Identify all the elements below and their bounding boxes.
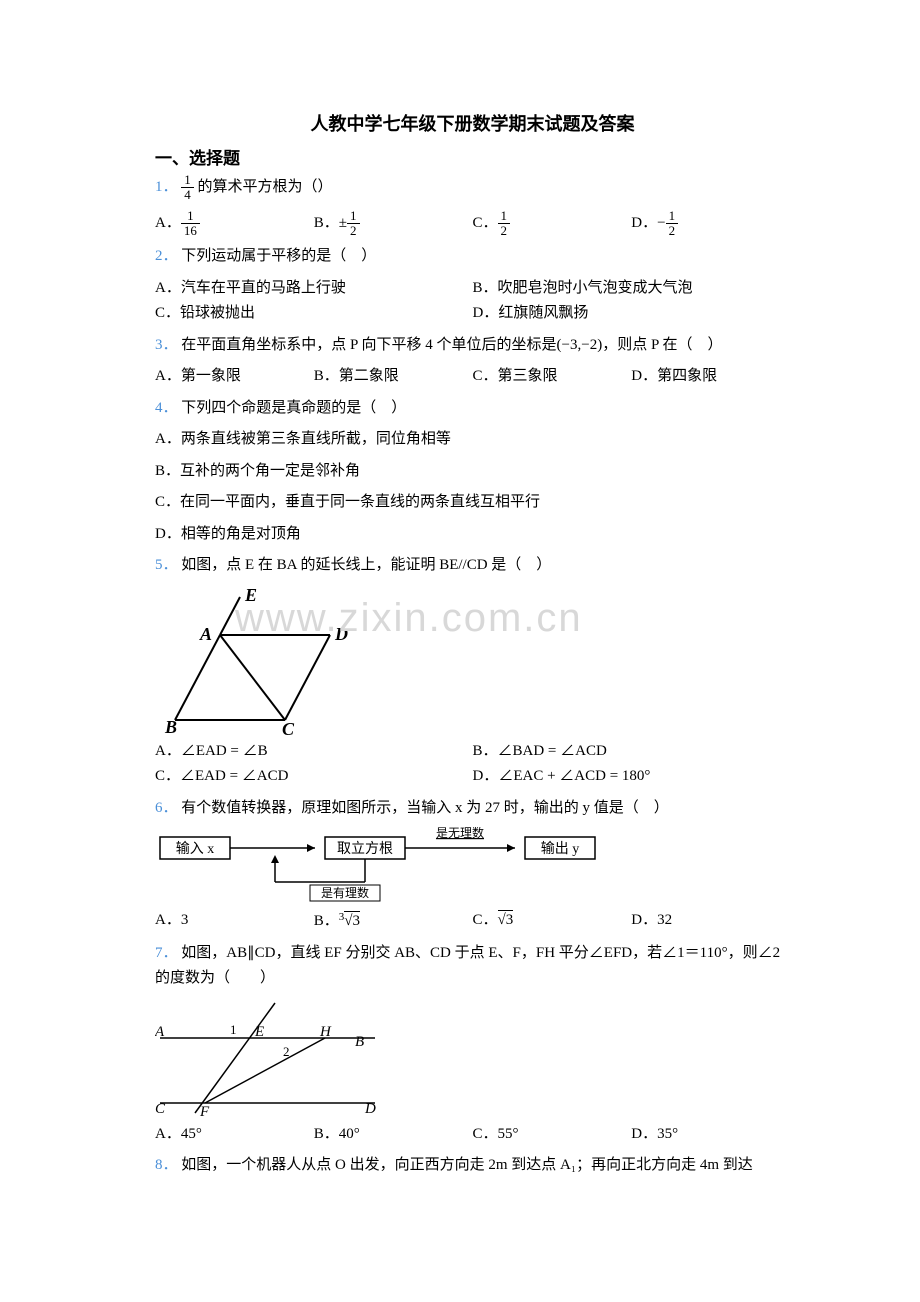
q1-D: D．−12: [631, 209, 790, 239]
q6-A: A．3: [155, 908, 314, 935]
q5-C: C．∠EAD = ∠ACD: [155, 764, 473, 790]
q2-C: C．铅球被抛出: [155, 301, 473, 327]
q5-A: A．∠EAD = ∠B: [155, 739, 473, 765]
q6-num: 6．: [155, 800, 178, 816]
q5-stem: 如图，点 E 在 BA 的延长线上，能证明 BE//CD 是（ ）: [181, 557, 551, 573]
q5-options: A．∠EAD = ∠B B．∠BAD = ∠ACD C．∠EAD = ∠ACD …: [155, 739, 790, 790]
svg-text:E: E: [254, 1024, 264, 1040]
q1-num: 1．: [155, 179, 178, 195]
q4-num: 4．: [155, 400, 178, 416]
q5-D: D．∠EAC + ∠ACD = 180°: [473, 764, 791, 790]
svg-text:输入 x: 输入 x: [176, 841, 215, 857]
svg-text:H: H: [319, 1024, 332, 1040]
q6-stem: 有个数值转换器，原理如图所示，当输入 x 为 27 时，输出的 y 值是（ ）: [181, 800, 669, 816]
q1-C: C．12: [473, 209, 632, 239]
q4-C: C．在同一平面内，垂直于同一条直线的两条直线互相平行: [155, 490, 790, 516]
q6-figure: 输入 x 取立方根 输出 y 是无理数 是有理数: [155, 827, 625, 902]
q5-num: 5．: [155, 557, 178, 573]
q2-D: D．红旗随风飘扬: [473, 301, 791, 327]
q3-num: 3．: [155, 337, 178, 353]
svg-text:是有理数: 是有理数: [321, 885, 369, 900]
svg-text:A: A: [199, 624, 212, 644]
q3-A: A．第一象限: [155, 364, 314, 390]
q2-stem: 下列运动属于平移的是（ ）: [181, 248, 376, 264]
q5: 5． 如图，点 E 在 BA 的延长线上，能证明 BE//CD 是（ ）: [155, 553, 790, 579]
q8-num: 8．: [155, 1157, 178, 1173]
q4: 4． 下列四个命题是真命题的是（ ）: [155, 396, 790, 422]
q7-D: D．35°: [631, 1122, 790, 1148]
q6-options: A．3 B．3√3 C．√3 D．32: [155, 908, 790, 935]
q3-B: B．第二象限: [314, 364, 473, 390]
svg-text:B: B: [355, 1034, 364, 1050]
q1-frac: 14: [181, 173, 194, 203]
svg-text:取立方根: 取立方根: [337, 841, 393, 857]
q8: 8． 如图，一个机器人从点 O 出发，向正西方向走 2m 到达点 A₁；再向正北…: [155, 1153, 790, 1179]
q3-D: D．第四象限: [631, 364, 790, 390]
q7-A: A．45°: [155, 1122, 314, 1148]
q7-B: B．40°: [314, 1122, 473, 1148]
q4-stem: 下列四个命题是真命题的是（ ）: [181, 400, 406, 416]
q7-stem: 如图，AB∥CD，直线 EF 分别交 AB、CD 于点 E、F，FH 平分∠EF…: [155, 945, 780, 987]
q7-options: A．45° B．40° C．55° D．35°: [155, 1122, 790, 1148]
q6-B: B．3√3: [314, 908, 473, 935]
svg-text:D: D: [364, 1101, 376, 1117]
q1: 1． 14 的算术平方根为（）: [155, 173, 790, 203]
q7: 7． 如图，AB∥CD，直线 EF 分别交 AB、CD 于点 E、F，FH 平分…: [155, 941, 790, 992]
svg-text:F: F: [199, 1104, 210, 1118]
q4-D: D．相等的角是对顶角: [155, 522, 790, 548]
q7-num: 7．: [155, 945, 178, 961]
q2-B: B．吹肥皂泡时小气泡变成大气泡: [473, 276, 791, 302]
q6-D: D．32: [631, 908, 790, 935]
svg-text:输出 y: 输出 y: [541, 841, 580, 857]
q2-num: 2．: [155, 248, 178, 264]
q3-stem: 在平面直角坐标系中，点 P 向下平移 4 个单位后的坐标是(−3,−2)，则点 …: [181, 337, 722, 353]
q5-B: B．∠BAD = ∠ACD: [473, 739, 791, 765]
q3-options: A．第一象限 B．第二象限 C．第三象限 D．第四象限: [155, 364, 790, 390]
q7-C: C．55°: [473, 1122, 632, 1148]
q2-A: A．汽车在平直的马路上行驶: [155, 276, 473, 302]
svg-text:2: 2: [283, 1044, 290, 1059]
q1-B: B．±12: [314, 209, 473, 239]
q3: 3． 在平面直角坐标系中，点 P 向下平移 4 个单位后的坐标是(−3,−2)，…: [155, 333, 790, 359]
q2: 2． 下列运动属于平移的是（ ）: [155, 244, 790, 270]
q7-figure: A B C D E F H 1 2: [155, 998, 395, 1118]
q3-C: C．第三象限: [473, 364, 632, 390]
svg-text:C: C: [282, 719, 295, 735]
q4-B: B．互补的两个角一定是邻补角: [155, 459, 790, 485]
svg-text:E: E: [244, 585, 257, 605]
q5-figure: E A D B C: [155, 585, 355, 735]
svg-text:1: 1: [230, 1022, 237, 1037]
svg-text:C: C: [155, 1101, 166, 1117]
q4-A: A．两条直线被第三条直线所截，同位角相等: [155, 427, 790, 453]
q2-options: A．汽车在平直的马路上行驶 B．吹肥皂泡时小气泡变成大气泡 C．铅球被抛出 D．…: [155, 276, 790, 327]
q8-stem: 如图，一个机器人从点 O 出发，向正西方向走 2m 到达点 A₁；再向正北方向走…: [181, 1157, 752, 1173]
q6-C: C．√3: [473, 908, 632, 935]
section-header: 一、选择题: [155, 144, 790, 169]
svg-text:是无理数: 是无理数: [436, 827, 484, 840]
svg-text:D: D: [334, 624, 348, 644]
q1-A: A．116: [155, 209, 314, 239]
q1-options: A．116 B．±12 C．12 D．−12: [155, 209, 790, 239]
svg-text:A: A: [155, 1024, 165, 1040]
svg-text:B: B: [164, 717, 177, 735]
q1-stem: 的算术平方根为（）: [198, 179, 333, 195]
q6: 6． 有个数值转换器，原理如图所示，当输入 x 为 27 时，输出的 y 值是（…: [155, 796, 790, 822]
page-title: 人教中学七年级下册数学期末试题及答案: [155, 110, 790, 136]
